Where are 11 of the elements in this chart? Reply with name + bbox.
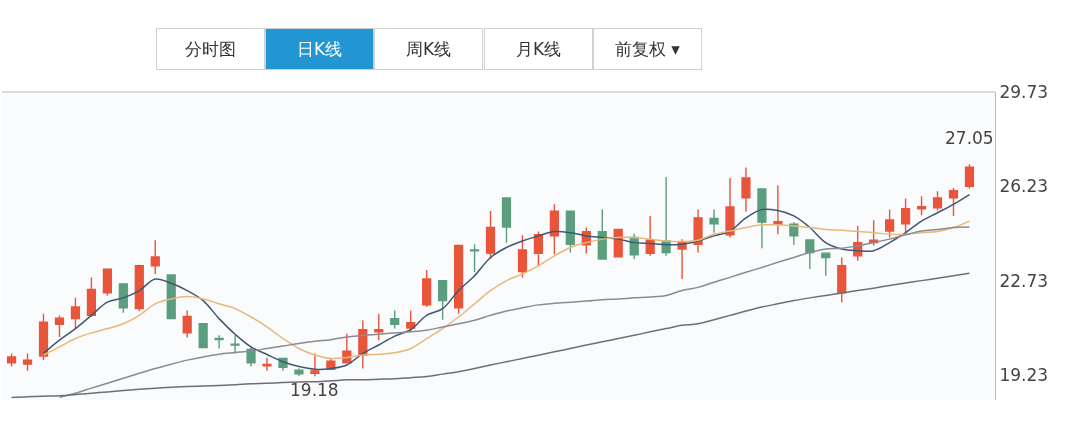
text: 分时图	[185, 39, 236, 59]
text: 前复权 ▾	[614, 39, 681, 59]
y-tick-label: 29.73	[999, 81, 1049, 102]
y-tick-label: 22.73	[999, 270, 1049, 291]
text: 月K线	[515, 39, 562, 59]
y-tick-label: 26.23	[999, 176, 1049, 197]
text: 日K线	[296, 39, 343, 59]
annotation: 27.05	[945, 128, 994, 148]
annotation: 19.18	[290, 380, 339, 400]
text: 周K线	[405, 39, 452, 59]
y-tick-label: 19.23	[999, 364, 1049, 385]
